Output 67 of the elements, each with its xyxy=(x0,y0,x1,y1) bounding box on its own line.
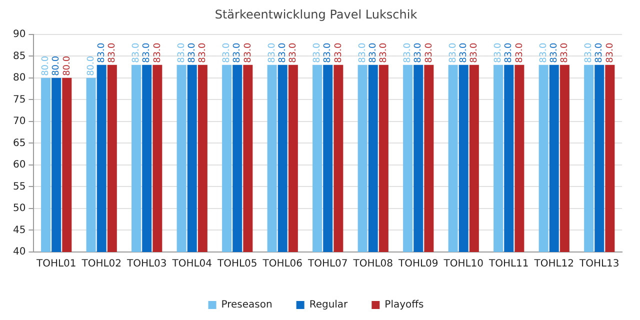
y-tick-label: 50 xyxy=(12,203,26,214)
data-label: 83.0 xyxy=(243,42,254,63)
x-tick-label: TOHL12 xyxy=(533,258,574,270)
x-tick-label: TOHL10 xyxy=(442,258,484,270)
data-label: 83.0 xyxy=(278,42,288,63)
data-label: 83.0 xyxy=(198,42,208,63)
y-tick-label: 80 xyxy=(12,72,26,84)
data-label: 83.0 xyxy=(538,42,549,63)
data-label: 83.0 xyxy=(358,42,368,63)
x-tick-label: TOHL08 xyxy=(352,258,394,270)
data-label: 83.0 xyxy=(96,42,107,63)
data-label: 83.0 xyxy=(504,42,514,63)
data-label: 83.0 xyxy=(494,42,504,63)
y-tick-label: 70 xyxy=(12,116,26,128)
data-label: 83.0 xyxy=(448,42,458,63)
legend-label: Preseason xyxy=(221,300,272,311)
data-label: 83.0 xyxy=(108,42,118,63)
x-tick-label: TOHL03 xyxy=(126,258,167,270)
data-label: 83.0 xyxy=(594,42,605,63)
data-label: 83.0 xyxy=(584,42,594,63)
x-tick-label: TOHL09 xyxy=(397,258,438,270)
data-label: 83.0 xyxy=(379,42,390,63)
data-label: 83.0 xyxy=(152,42,163,63)
data-label: 83.0 xyxy=(514,42,525,63)
data-label: 83.0 xyxy=(187,42,198,63)
data-label: 83.0 xyxy=(368,42,378,63)
data-label: 83.0 xyxy=(132,42,142,63)
y-tick-label: 40 xyxy=(12,246,26,258)
data-label: 83.0 xyxy=(232,42,243,63)
data-label: 80.0 xyxy=(52,56,62,76)
data-label: 83.0 xyxy=(403,42,414,63)
y-tick-label: 45 xyxy=(12,224,26,236)
x-tick-label: TOHL04 xyxy=(171,258,212,270)
y-tick-label: 90 xyxy=(12,28,26,40)
x-tick-label: TOHL11 xyxy=(488,258,529,270)
data-label: 83.0 xyxy=(458,42,469,63)
x-tick-label: TOHL07 xyxy=(306,258,348,270)
x-tick-label: TOHL06 xyxy=(262,258,303,270)
data-label: 83.0 xyxy=(176,42,187,63)
y-tick-label: 85 xyxy=(12,50,26,62)
chart-title: Stärkeentwicklung Pavel Lukschik xyxy=(214,7,418,22)
data-label: 83.0 xyxy=(288,42,299,63)
data-label: 80.0 xyxy=(62,56,72,76)
legend-label: Playoffs xyxy=(384,300,424,311)
data-label: 83.0 xyxy=(267,42,278,63)
data-label: 83.0 xyxy=(312,42,323,63)
y-tick-label: 65 xyxy=(12,138,26,149)
y-tick-label: 60 xyxy=(12,160,26,171)
x-tick-label: TOHL02 xyxy=(80,258,122,270)
data-label: 83.0 xyxy=(560,42,570,63)
data-label: 83.0 xyxy=(424,42,434,63)
data-label: 80.0 xyxy=(41,56,52,76)
data-label: 83.0 xyxy=(549,42,560,63)
data-label: 83.0 xyxy=(605,42,616,63)
data-label: 83.0 xyxy=(222,42,232,63)
data-label: 83.0 xyxy=(470,42,480,63)
data-label: 83.0 xyxy=(334,42,344,63)
y-tick-label: 55 xyxy=(12,181,26,192)
x-tick-label: TOHL01 xyxy=(35,258,76,270)
x-tick-label: TOHL13 xyxy=(578,258,620,270)
data-label: 80.0 xyxy=(86,56,96,76)
x-tick-label: TOHL05 xyxy=(216,258,258,270)
y-tick-label: 75 xyxy=(12,94,26,106)
legend-label: Regular xyxy=(309,300,349,311)
data-label: 83.0 xyxy=(323,42,334,63)
data-label: 83.0 xyxy=(414,42,424,63)
data-label: 83.0 xyxy=(142,42,152,63)
